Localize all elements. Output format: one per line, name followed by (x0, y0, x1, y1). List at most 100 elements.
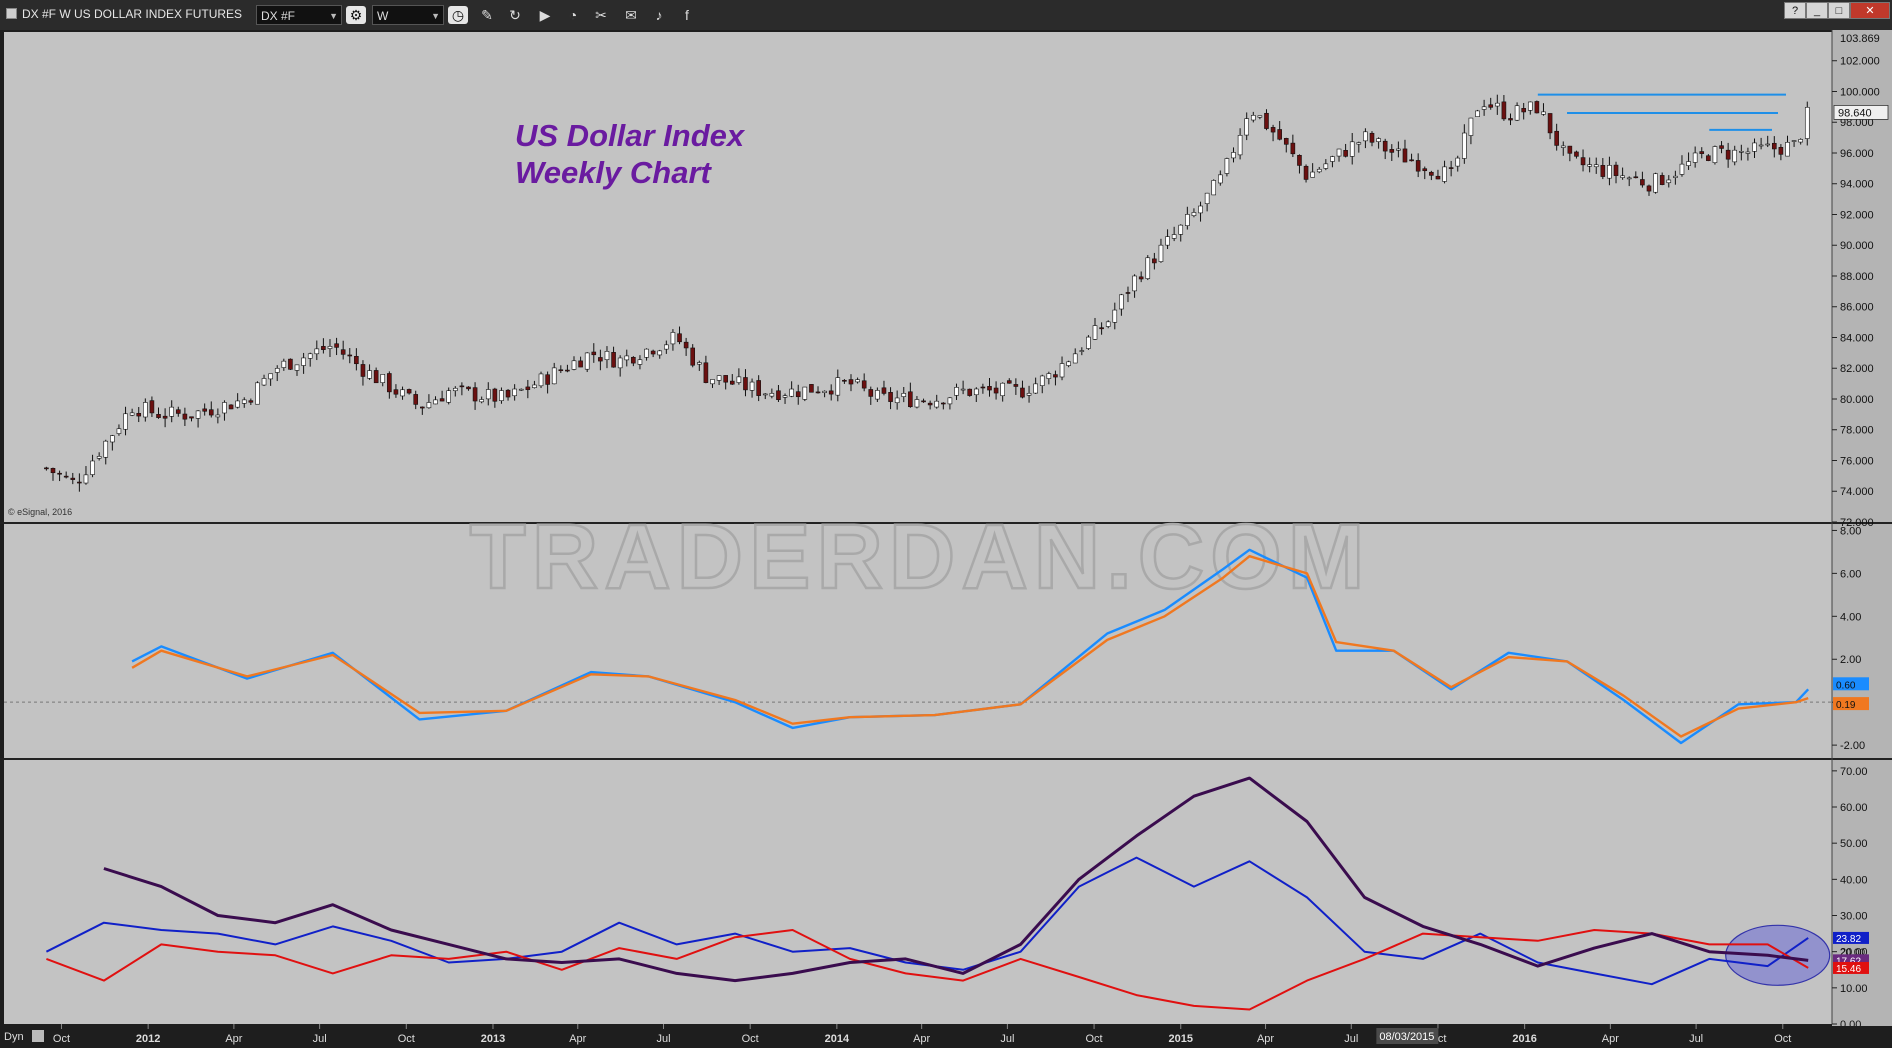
candle-body (822, 390, 827, 393)
candle-body (842, 379, 847, 382)
candle-body (1607, 165, 1612, 179)
candle-body (756, 380, 761, 396)
candle-body (690, 347, 696, 366)
candle-body (492, 388, 498, 402)
candle-body (1442, 166, 1447, 182)
x-tick-label: Apr (569, 1033, 586, 1045)
chart-subtitle: Weekly Chart (515, 155, 713, 190)
candle-body (1527, 101, 1533, 111)
maximize-button[interactable]: □ (1828, 2, 1850, 19)
play-icon[interactable]: ▶ (539, 7, 551, 23)
candle-body (1204, 192, 1210, 204)
candle-body (795, 391, 801, 398)
dmi-series-3 (103, 776, 1809, 983)
candle-body (551, 367, 557, 385)
candle-body (1706, 155, 1711, 161)
candle-body (149, 400, 155, 414)
candle-body (123, 413, 128, 430)
candle-body (1719, 145, 1724, 149)
candle-body (1725, 149, 1731, 160)
candle-body (413, 394, 419, 405)
chevron-down-icon[interactable]: ▼ (431, 11, 440, 21)
comment-icon[interactable]: ✉ (625, 7, 637, 23)
y-tick-label: 60.00 (1840, 802, 1868, 814)
candle-body (90, 460, 95, 475)
y-tick-label: 6.00 (1840, 568, 1861, 580)
candle-body (505, 389, 511, 398)
y-tick-label: 40.00 (1840, 874, 1868, 886)
candle-body (459, 385, 465, 388)
window-menu-icon[interactable] (6, 8, 17, 19)
speed-icon[interactable]: ◔ (568, 7, 578, 23)
candle-body (321, 346, 326, 350)
symbol-link-icon[interactable]: ⚙ (346, 6, 366, 24)
y-tick-label: 8.00 (1840, 525, 1861, 537)
candle-body (1046, 373, 1052, 379)
candle-body (307, 353, 313, 359)
x-tick-label: 2016 (1512, 1033, 1536, 1045)
candle-body (1593, 164, 1599, 168)
candle-body (1363, 131, 1368, 142)
candle-body (802, 386, 808, 400)
minimize-button[interactable]: _ (1806, 2, 1828, 19)
candle-body (1396, 148, 1401, 151)
candle-body (1105, 321, 1111, 327)
y-tick-label: 88.000 (1840, 271, 1874, 283)
tools-icon[interactable]: ✂ (595, 7, 607, 23)
candle-body (611, 352, 616, 368)
candle-body (710, 379, 715, 385)
candle-body (927, 402, 933, 406)
candle-body (301, 357, 306, 366)
y-tick-label: 98.000 (1840, 117, 1874, 129)
candle-body (446, 390, 451, 403)
chevron-down-icon[interactable]: ▼ (329, 11, 338, 21)
candle-body (373, 370, 379, 384)
candle-body (169, 406, 175, 417)
candle-body (729, 380, 735, 385)
x-tick-label: Oct (398, 1033, 415, 1045)
twitter-icon[interactable]: ♪ (655, 7, 663, 23)
candle-body (1600, 165, 1606, 177)
candle-body (1679, 163, 1685, 175)
x-axis-menu-icon[interactable] (32, 1030, 44, 1042)
candle-body (1508, 118, 1513, 121)
x-tick-label: 2013 (481, 1033, 505, 1045)
candle-body (1257, 115, 1263, 118)
candle-body (1066, 361, 1071, 366)
x-tick-label: Apr (913, 1033, 930, 1045)
candle-body (1191, 212, 1197, 216)
candle-body (571, 360, 577, 370)
candle-body (901, 393, 907, 397)
candle-body (1119, 294, 1124, 310)
candle-body (1316, 168, 1322, 173)
candle-body (1026, 392, 1032, 396)
y-tick-label: -2.00 (1840, 740, 1865, 752)
candle-body (50, 468, 56, 474)
candle-body (241, 399, 247, 404)
close-button[interactable]: ✕ (1850, 2, 1890, 19)
clock-icon[interactable]: ◷ (448, 6, 468, 24)
candle-body (274, 368, 280, 373)
x-tick-label: Jul (313, 1033, 327, 1045)
candle-body (288, 358, 293, 370)
candle-body (789, 388, 794, 397)
candle-body (426, 402, 432, 409)
credit-label: © eSignal, 2016 (8, 507, 72, 517)
candle-body (1534, 101, 1540, 114)
watermark: TRADERDAN.COM (470, 506, 1371, 608)
candle-body (1349, 141, 1355, 157)
facebook-icon[interactable]: f (685, 7, 689, 23)
candle-body (1659, 175, 1665, 185)
symbol-input[interactable]: DX #F ▼ (256, 5, 342, 25)
interval-input[interactable]: W ▼ (372, 5, 444, 25)
refresh-icon[interactable]: ↻ (509, 7, 521, 23)
candle-body (1039, 375, 1045, 386)
candle-body (815, 391, 821, 394)
candle-body (228, 404, 234, 410)
help-button[interactable]: ? (1784, 2, 1806, 19)
x-tick-label: Jul (1689, 1033, 1703, 1045)
pencil-icon[interactable]: ✎ (481, 7, 493, 23)
candle-body (973, 388, 979, 396)
candle-body (532, 384, 537, 388)
candle-body (736, 376, 742, 383)
